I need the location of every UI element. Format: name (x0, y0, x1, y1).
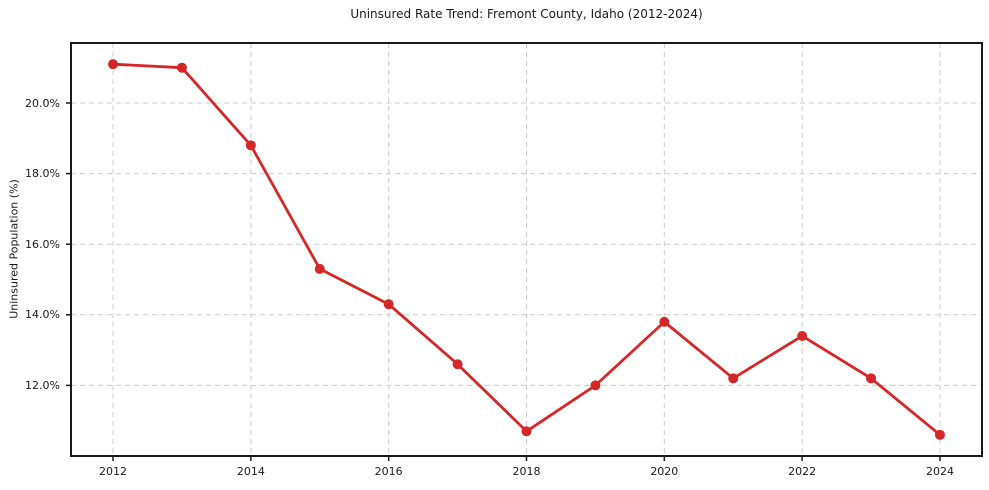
y-tick-label: 16.0% (25, 237, 60, 251)
data-point-marker (452, 359, 463, 370)
data-point-marker (176, 62, 187, 73)
x-tick-label: 2016 (374, 465, 403, 478)
y-tick-label: 12.0% (25, 378, 60, 392)
x-tick-label: 2024 (925, 465, 954, 478)
data-point-marker (245, 140, 256, 151)
x-tick-label: 2018 (512, 465, 541, 478)
y-tick-label: 14.0% (25, 308, 60, 322)
data-point-marker (797, 330, 808, 341)
data-point-marker (108, 59, 119, 70)
x-tick-label: 2014 (236, 465, 265, 478)
data-point-marker (521, 426, 532, 437)
data-point-marker (590, 380, 601, 391)
x-tick-label: 2012 (99, 465, 128, 478)
y-tick-label: 18.0% (25, 167, 60, 181)
data-point-marker (383, 299, 394, 310)
data-point-marker (728, 373, 739, 384)
x-tick-label: 2022 (788, 465, 817, 478)
chart-title: Uninsured Rate Trend: Fremont County, Id… (350, 7, 703, 21)
data-point-marker (314, 263, 325, 274)
data-point-marker (934, 429, 945, 440)
x-tick-label: 2020 (650, 465, 679, 478)
data-point-marker (659, 316, 670, 327)
data-point-marker (866, 373, 877, 384)
y-tick-label: 20.0% (25, 96, 60, 110)
